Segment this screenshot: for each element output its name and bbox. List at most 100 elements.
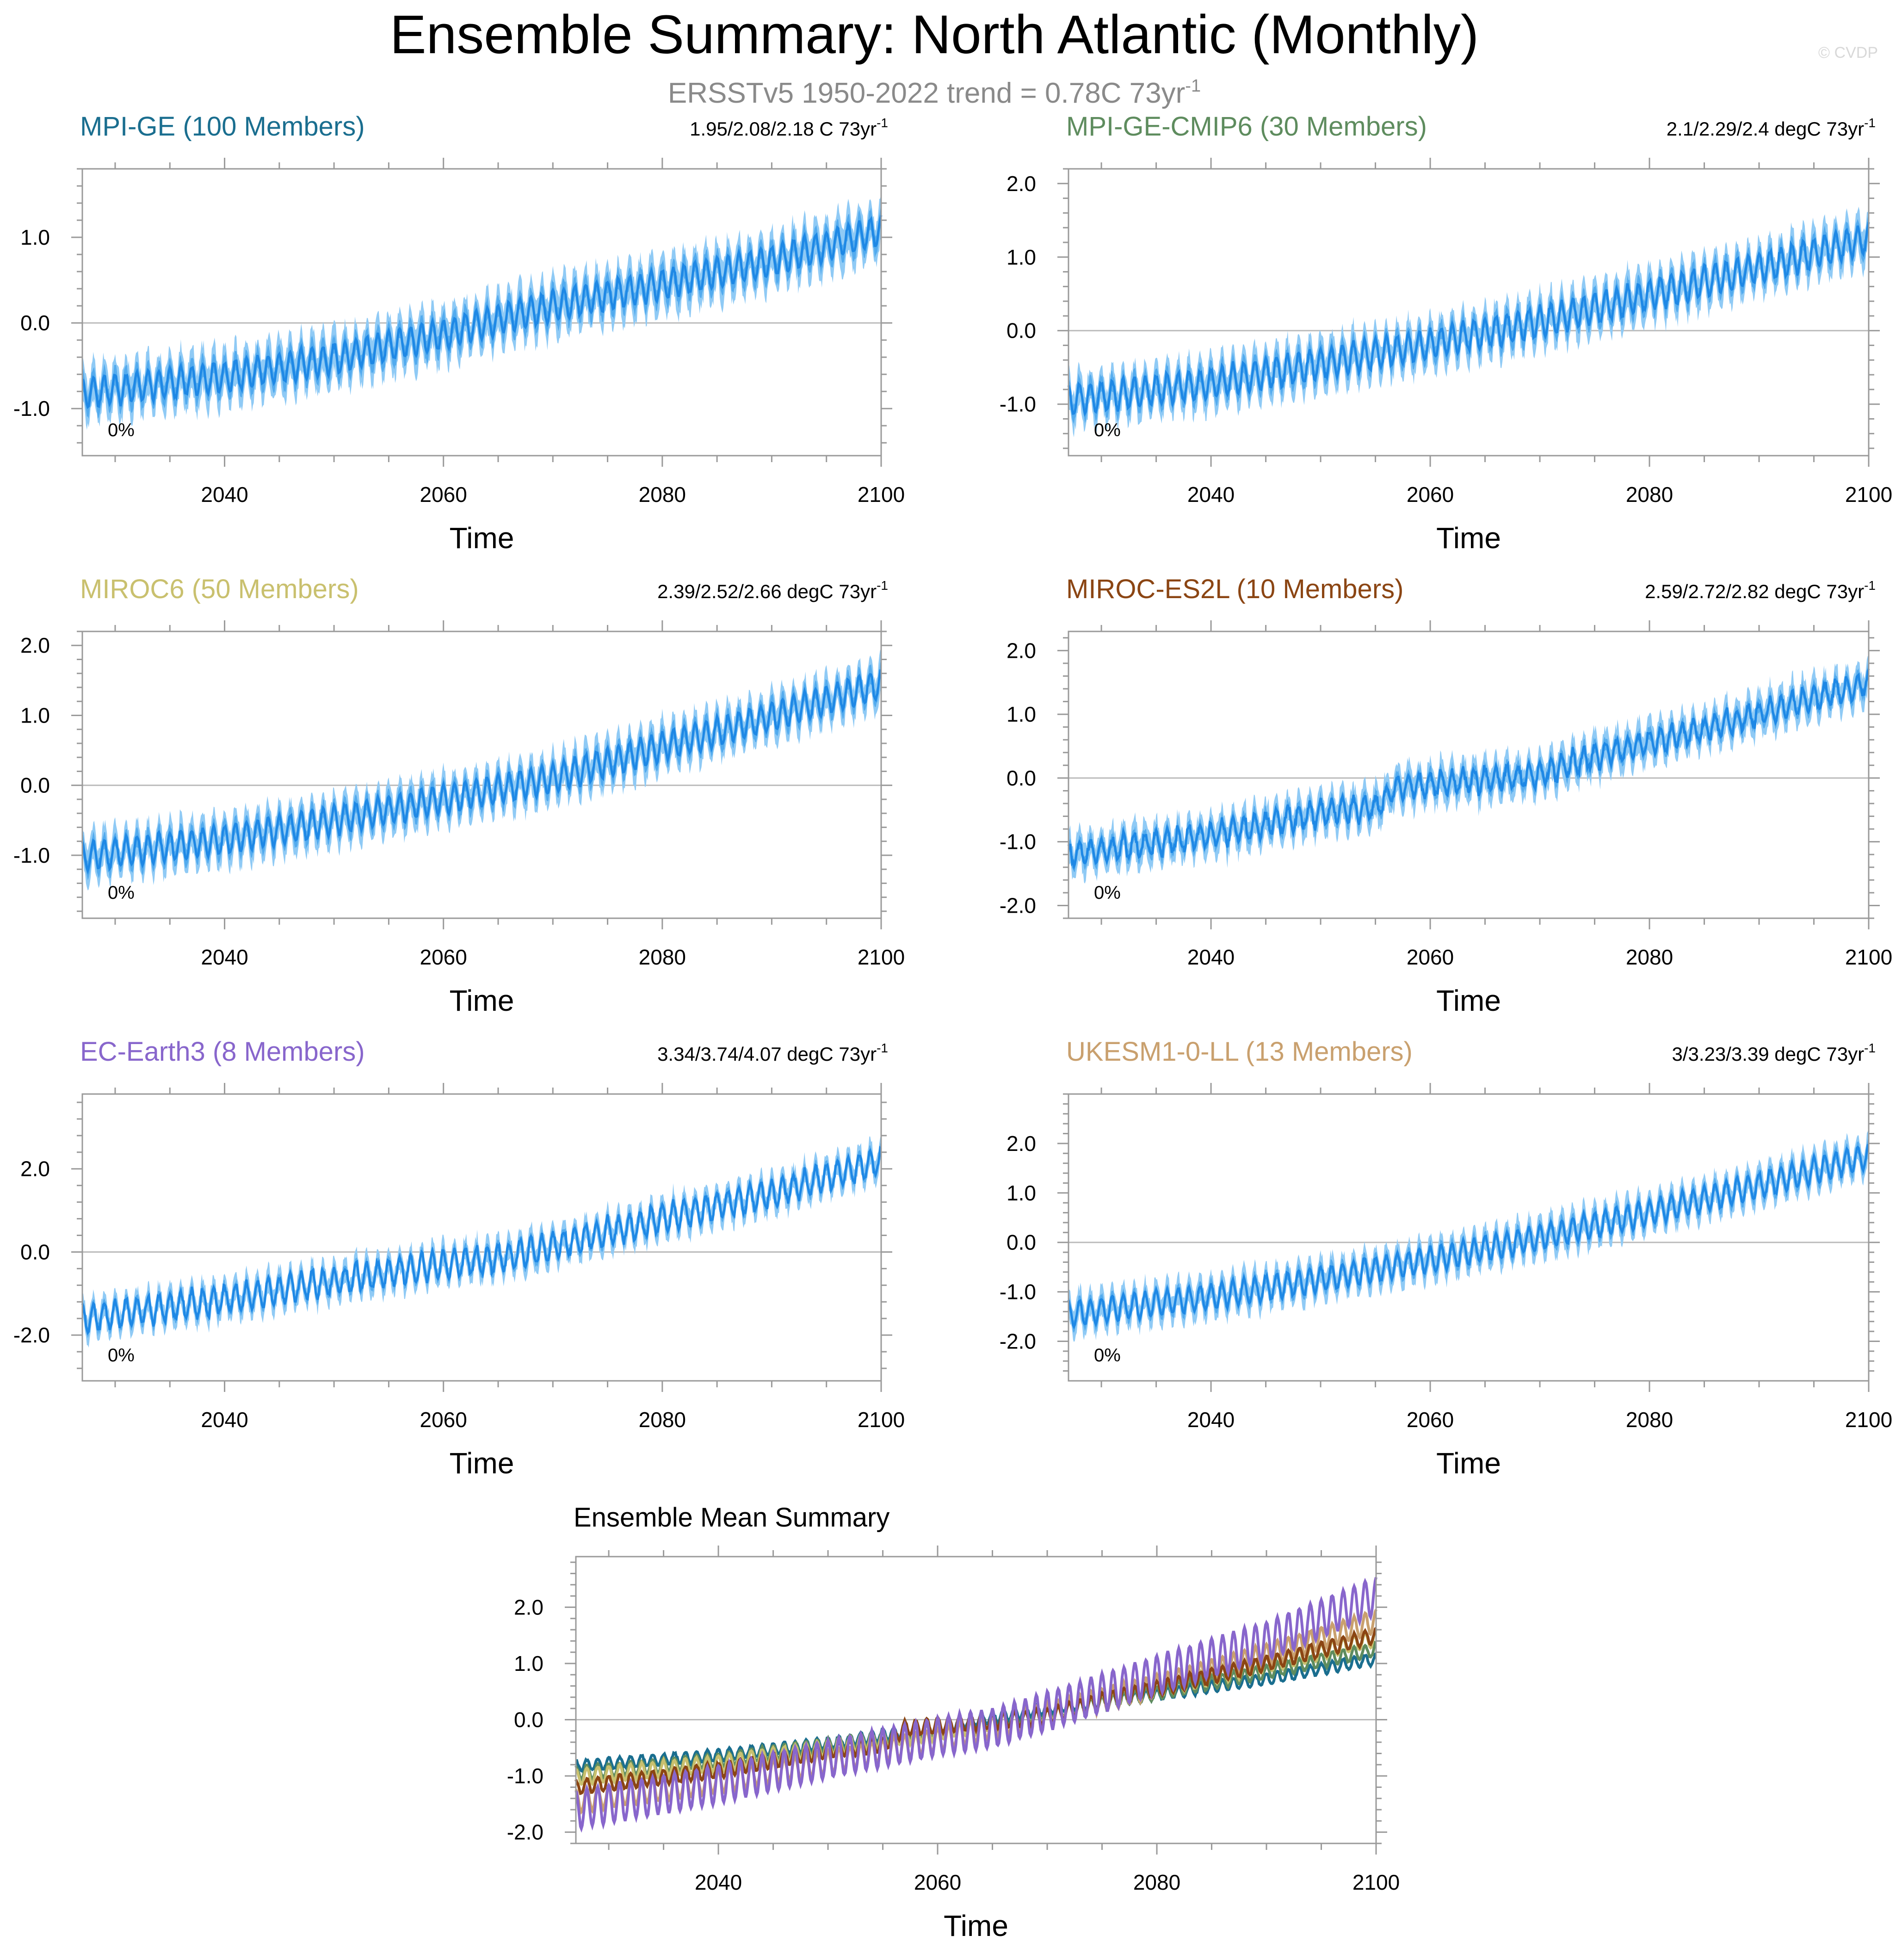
trend-label-text: 2.59/2.72/2.82 degC 73yr [1645, 581, 1864, 602]
x-axis-label: Time [944, 1909, 1008, 1942]
y-tick-label: 0.0 [1007, 766, 1036, 790]
x-tick-label: 2080 [1133, 1870, 1180, 1894]
plot-frame [575, 1556, 1377, 1844]
y-tick-label: 1.0 [1007, 702, 1036, 726]
percent-label: 0% [1094, 883, 1121, 903]
panel-title: MIROC-ES2L (10 Members) [1066, 574, 1403, 604]
panel-title: MIROC6 (50 Members) [80, 574, 359, 604]
watermark: © CVDP [1818, 44, 1878, 62]
trend-label: 3.34/3.74/4.07 degC 73yr-1 [657, 1041, 888, 1065]
trend-label-exponent: -1 [877, 1041, 888, 1055]
ensemble-mean-line [1067, 668, 1870, 871]
x-axis-label: Time [450, 984, 514, 1017]
x-tick-label: 2060 [1407, 945, 1454, 969]
x-tick-label: 2100 [1352, 1870, 1400, 1894]
trend-label-text: 2.1/2.29/2.4 degC 73yr [1667, 118, 1864, 140]
y-tick-label: 1.0 [20, 703, 50, 727]
trend-label-text: 2.39/2.52/2.66 degC 73yr [657, 581, 877, 602]
plot-frame [1068, 1093, 1870, 1382]
percent-label: 0% [1094, 420, 1121, 440]
figure-subtitle-text: ERSSTv5 1950-2022 trend = 0.78C 73yr [668, 77, 1185, 109]
x-axis-label: Time [450, 1447, 514, 1480]
panel-title: MPI-GE-CMIP6 (30 Members) [1066, 111, 1427, 142]
y-tick-label: -2.0 [1000, 893, 1036, 917]
ensemble-mean-line [81, 1145, 882, 1336]
x-tick-label: 2060 [420, 482, 467, 507]
panel-mpi-ge: MPI-GE (100 Members) 1.95/2.08/2.18 C 73y… [13, 111, 905, 555]
summary-title: Ensemble Mean Summary [574, 1502, 889, 1533]
y-tick-label: 2.0 [1007, 638, 1036, 662]
figure-subtitle-exponent: -1 [1185, 76, 1201, 96]
series-line-mpi-ge [575, 1652, 1377, 1773]
ensemble-mean-line [81, 669, 882, 875]
y-tick-label: 0.0 [20, 311, 50, 335]
x-tick-label: 2100 [858, 1408, 905, 1432]
ensemble-mean-line [1067, 222, 1870, 417]
percent-label: 0% [108, 883, 135, 903]
trend-label: 2.39/2.52/2.66 degC 73yr-1 [657, 578, 888, 602]
panels-layer: MPI-GE (100 Members) 1.95/2.08/2.18 C 73y… [13, 111, 1892, 1942]
x-axis-label: Time [1436, 521, 1501, 555]
y-tick-label: -1.0 [13, 843, 50, 867]
trend-label-exponent: -1 [1864, 1041, 1876, 1055]
y-tick-label: 1.0 [20, 225, 50, 249]
panel-title: EC-Earth3 (8 Members) [80, 1037, 365, 1067]
trend-label-exponent: -1 [877, 116, 888, 130]
y-tick-label: 2.0 [1007, 172, 1036, 196]
x-tick-label: 2080 [639, 945, 686, 969]
ensemble-mean-line [1067, 1144, 1870, 1329]
y-tick-label: 1.0 [514, 1651, 543, 1676]
y-tick-label: 2.0 [20, 1157, 50, 1181]
y-tick-label: 0.0 [20, 773, 50, 798]
trend-label: 2.1/2.29/2.4 degC 73yr-1 [1667, 116, 1876, 140]
x-tick-label: 2040 [201, 482, 248, 507]
series-line-ukesm1-0-ll [574, 1609, 1377, 1815]
percent-label: 0% [108, 1345, 135, 1366]
series-line-miroc-es2l [574, 1627, 1377, 1795]
x-tick-label: 2060 [420, 1408, 467, 1432]
x-tick-label: 2080 [1626, 945, 1673, 969]
y-tick-label: -1.0 [13, 396, 50, 420]
x-tick-label: 2080 [639, 1408, 686, 1432]
panel-title: UKESM1-0-LL (13 Members) [1066, 1037, 1413, 1067]
trend-label-text: 3.34/3.74/4.07 degC 73yr [657, 1043, 877, 1065]
x-tick-label: 2060 [1407, 482, 1454, 507]
panel-title: MPI-GE (100 Members) [80, 111, 365, 142]
percent-label: 0% [108, 420, 135, 440]
y-tick-label: -2.0 [13, 1323, 50, 1347]
figure-title: Ensemble Summary: North Atlantic (Monthl… [390, 4, 1479, 65]
x-axis-label: Time [1436, 984, 1501, 1017]
plot-frame [1068, 168, 1870, 457]
figure-subtitle: ERSSTv5 1950-2022 trend = 0.78C 73yr-1 [668, 76, 1201, 109]
plot-frame [1068, 631, 1870, 919]
ensemble-spread-outer [82, 191, 881, 430]
x-axis-label: Time [1436, 1447, 1501, 1480]
y-tick-label: 2.0 [1007, 1131, 1036, 1156]
trend-label-exponent: -1 [1864, 116, 1876, 130]
x-tick-label: 2040 [1187, 482, 1235, 507]
ensemble-spread-outer [1068, 655, 1869, 884]
x-tick-label: 2060 [420, 945, 467, 969]
percent-label: 0% [1094, 1345, 1121, 1366]
ensemble-spread-outer [1068, 1127, 1869, 1342]
y-tick-label: 0.0 [1007, 1230, 1036, 1255]
x-tick-label: 2060 [914, 1870, 961, 1894]
y-tick-label: 1.0 [1007, 1181, 1036, 1205]
x-tick-label: 2080 [1626, 1408, 1673, 1432]
plot-frame [81, 168, 882, 457]
panel-summary: Ensemble Mean Summary 2040 2060 2080 2100 -2.… [507, 1502, 1400, 1942]
trend-label-exponent: -1 [1864, 578, 1876, 593]
y-tick-label: -1.0 [1000, 1280, 1036, 1304]
trend-label: 2.59/2.72/2.82 degC 73yr-1 [1645, 578, 1876, 602]
x-tick-label: 2040 [201, 945, 248, 969]
y-tick-label: 0.0 [1007, 319, 1036, 343]
y-tick-label: -1.0 [1000, 392, 1036, 416]
ensemble-mean-line [81, 215, 883, 409]
x-tick-label: 2040 [201, 1408, 248, 1432]
x-tick-label: 2100 [858, 945, 905, 969]
y-tick-label: 0.0 [20, 1240, 50, 1264]
y-tick-label: -1.0 [507, 1764, 543, 1788]
panel-miroc6: MIROC6 (50 Members) 2.39/2.52/2.66 degC 7… [13, 574, 905, 1017]
trend-label: 1.95/2.08/2.18 C 73yr-1 [690, 116, 888, 140]
